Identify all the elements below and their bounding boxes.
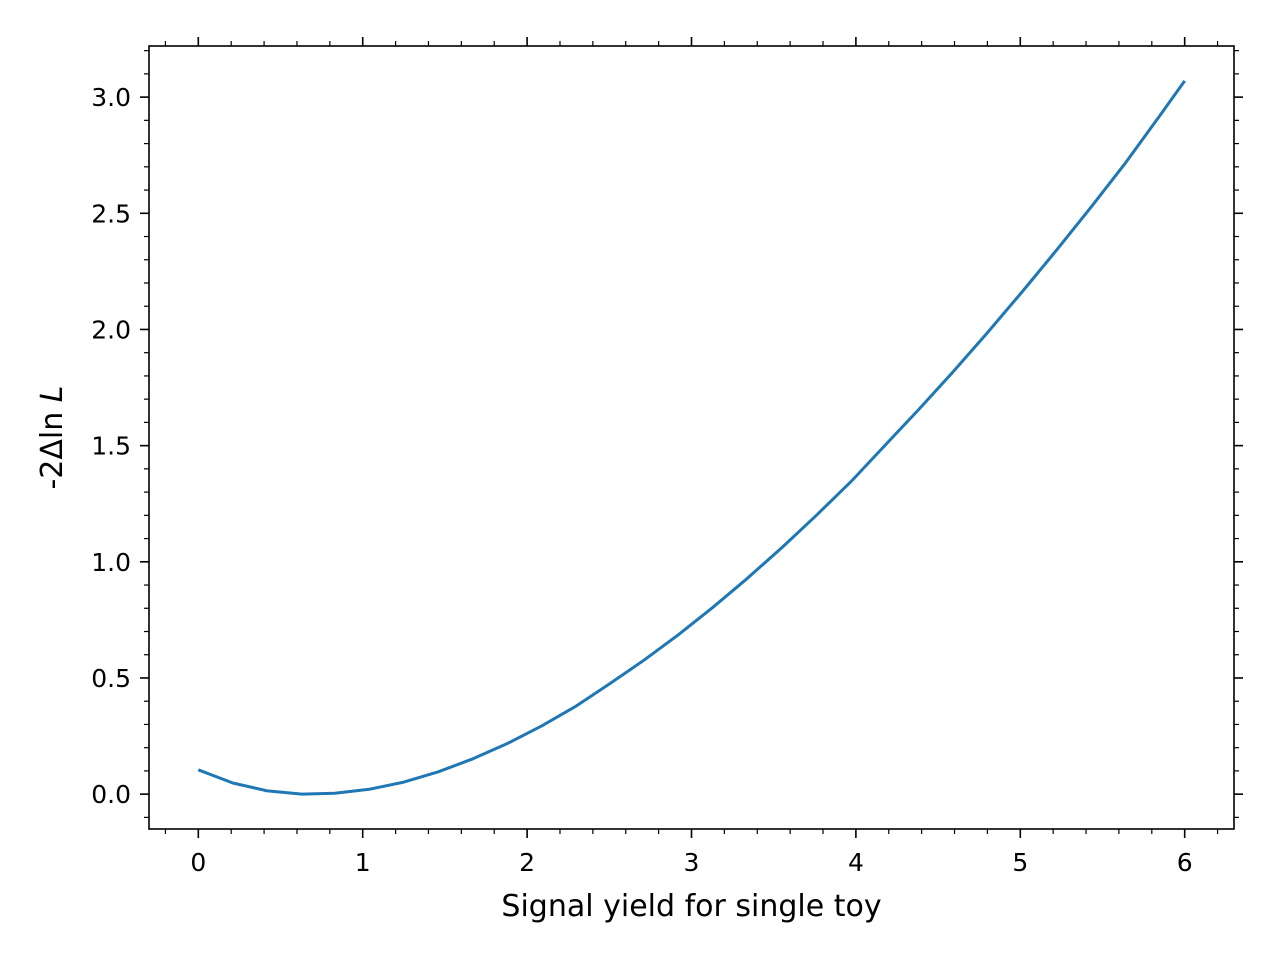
y-axis-label-variable: L bbox=[35, 385, 70, 402]
y-tick-label: 3.0 bbox=[91, 83, 131, 112]
x-tick-label: 2 bbox=[519, 848, 535, 877]
y-tick-labels: 0.0 0.5 1.0 1.5 2.0 2.5 3.0 bbox=[91, 83, 131, 809]
y-tick-label: 1.5 bbox=[91, 432, 131, 461]
x-tick-label: 1 bbox=[355, 848, 371, 877]
x-tick-labels: 0 1 2 3 4 5 6 bbox=[190, 848, 1192, 877]
y-tick-label: 2.0 bbox=[91, 315, 131, 344]
x-tick-label: 4 bbox=[848, 848, 864, 877]
series-line bbox=[197, 80, 1186, 796]
y-tick-label: 0.5 bbox=[91, 664, 131, 693]
y-tick-label: 0.0 bbox=[91, 780, 131, 809]
y-axis-label: -2Δln L bbox=[35, 385, 70, 489]
x-axis-label: Signal yield for single toy bbox=[501, 889, 881, 924]
y-tick-label: 2.5 bbox=[91, 199, 131, 228]
axes-frame bbox=[148, 45, 1235, 830]
x-tick-label: 3 bbox=[684, 848, 700, 877]
minor-ticks bbox=[144, 41, 1239, 834]
series-layer bbox=[197, 80, 1186, 796]
major-ticks bbox=[140, 37, 1243, 838]
y-axis-label-prefix: -2Δln bbox=[35, 402, 70, 489]
x-tick-label: 6 bbox=[1177, 848, 1193, 877]
y-tick-label: 1.0 bbox=[91, 548, 131, 577]
x-tick-label: 5 bbox=[1012, 848, 1028, 877]
x-tick-label: 0 bbox=[190, 848, 206, 877]
